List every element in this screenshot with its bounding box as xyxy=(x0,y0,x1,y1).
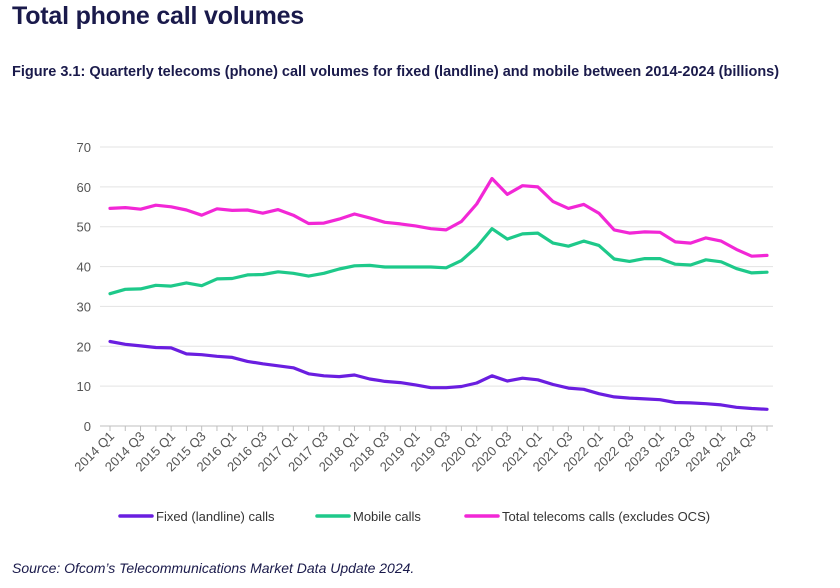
series-lines xyxy=(108,176,769,411)
y-axis: 0 10 20 30 40 50 60 70 xyxy=(77,140,91,434)
y-tick-label: 0 xyxy=(84,419,91,434)
y-tick-label: 20 xyxy=(77,339,91,354)
y-tick-label: 70 xyxy=(77,140,91,155)
series-line xyxy=(108,227,769,296)
source-note: Source: Ofcom’s Telecommunications Marke… xyxy=(12,560,415,576)
legend-label: Total telecoms calls (excludes OCS) xyxy=(502,509,710,524)
y-tick-label: 60 xyxy=(77,180,91,195)
figure-caption: Figure 3.1: Quarterly telecoms (phone) c… xyxy=(12,64,780,80)
series-line xyxy=(108,176,769,258)
page-title: Total phone call volumes xyxy=(12,2,305,30)
legend-label: Mobile calls xyxy=(353,509,421,524)
legend: Fixed (landline) calls Mobile calls Total … xyxy=(118,509,710,524)
series-line xyxy=(108,339,769,411)
y-tick-label: 40 xyxy=(77,260,91,275)
y-tick-label: 30 xyxy=(77,299,91,314)
legend-label: Fixed (landline) calls xyxy=(156,509,275,524)
y-tick-label: 50 xyxy=(77,220,91,235)
y-tick-label: 10 xyxy=(77,379,91,394)
